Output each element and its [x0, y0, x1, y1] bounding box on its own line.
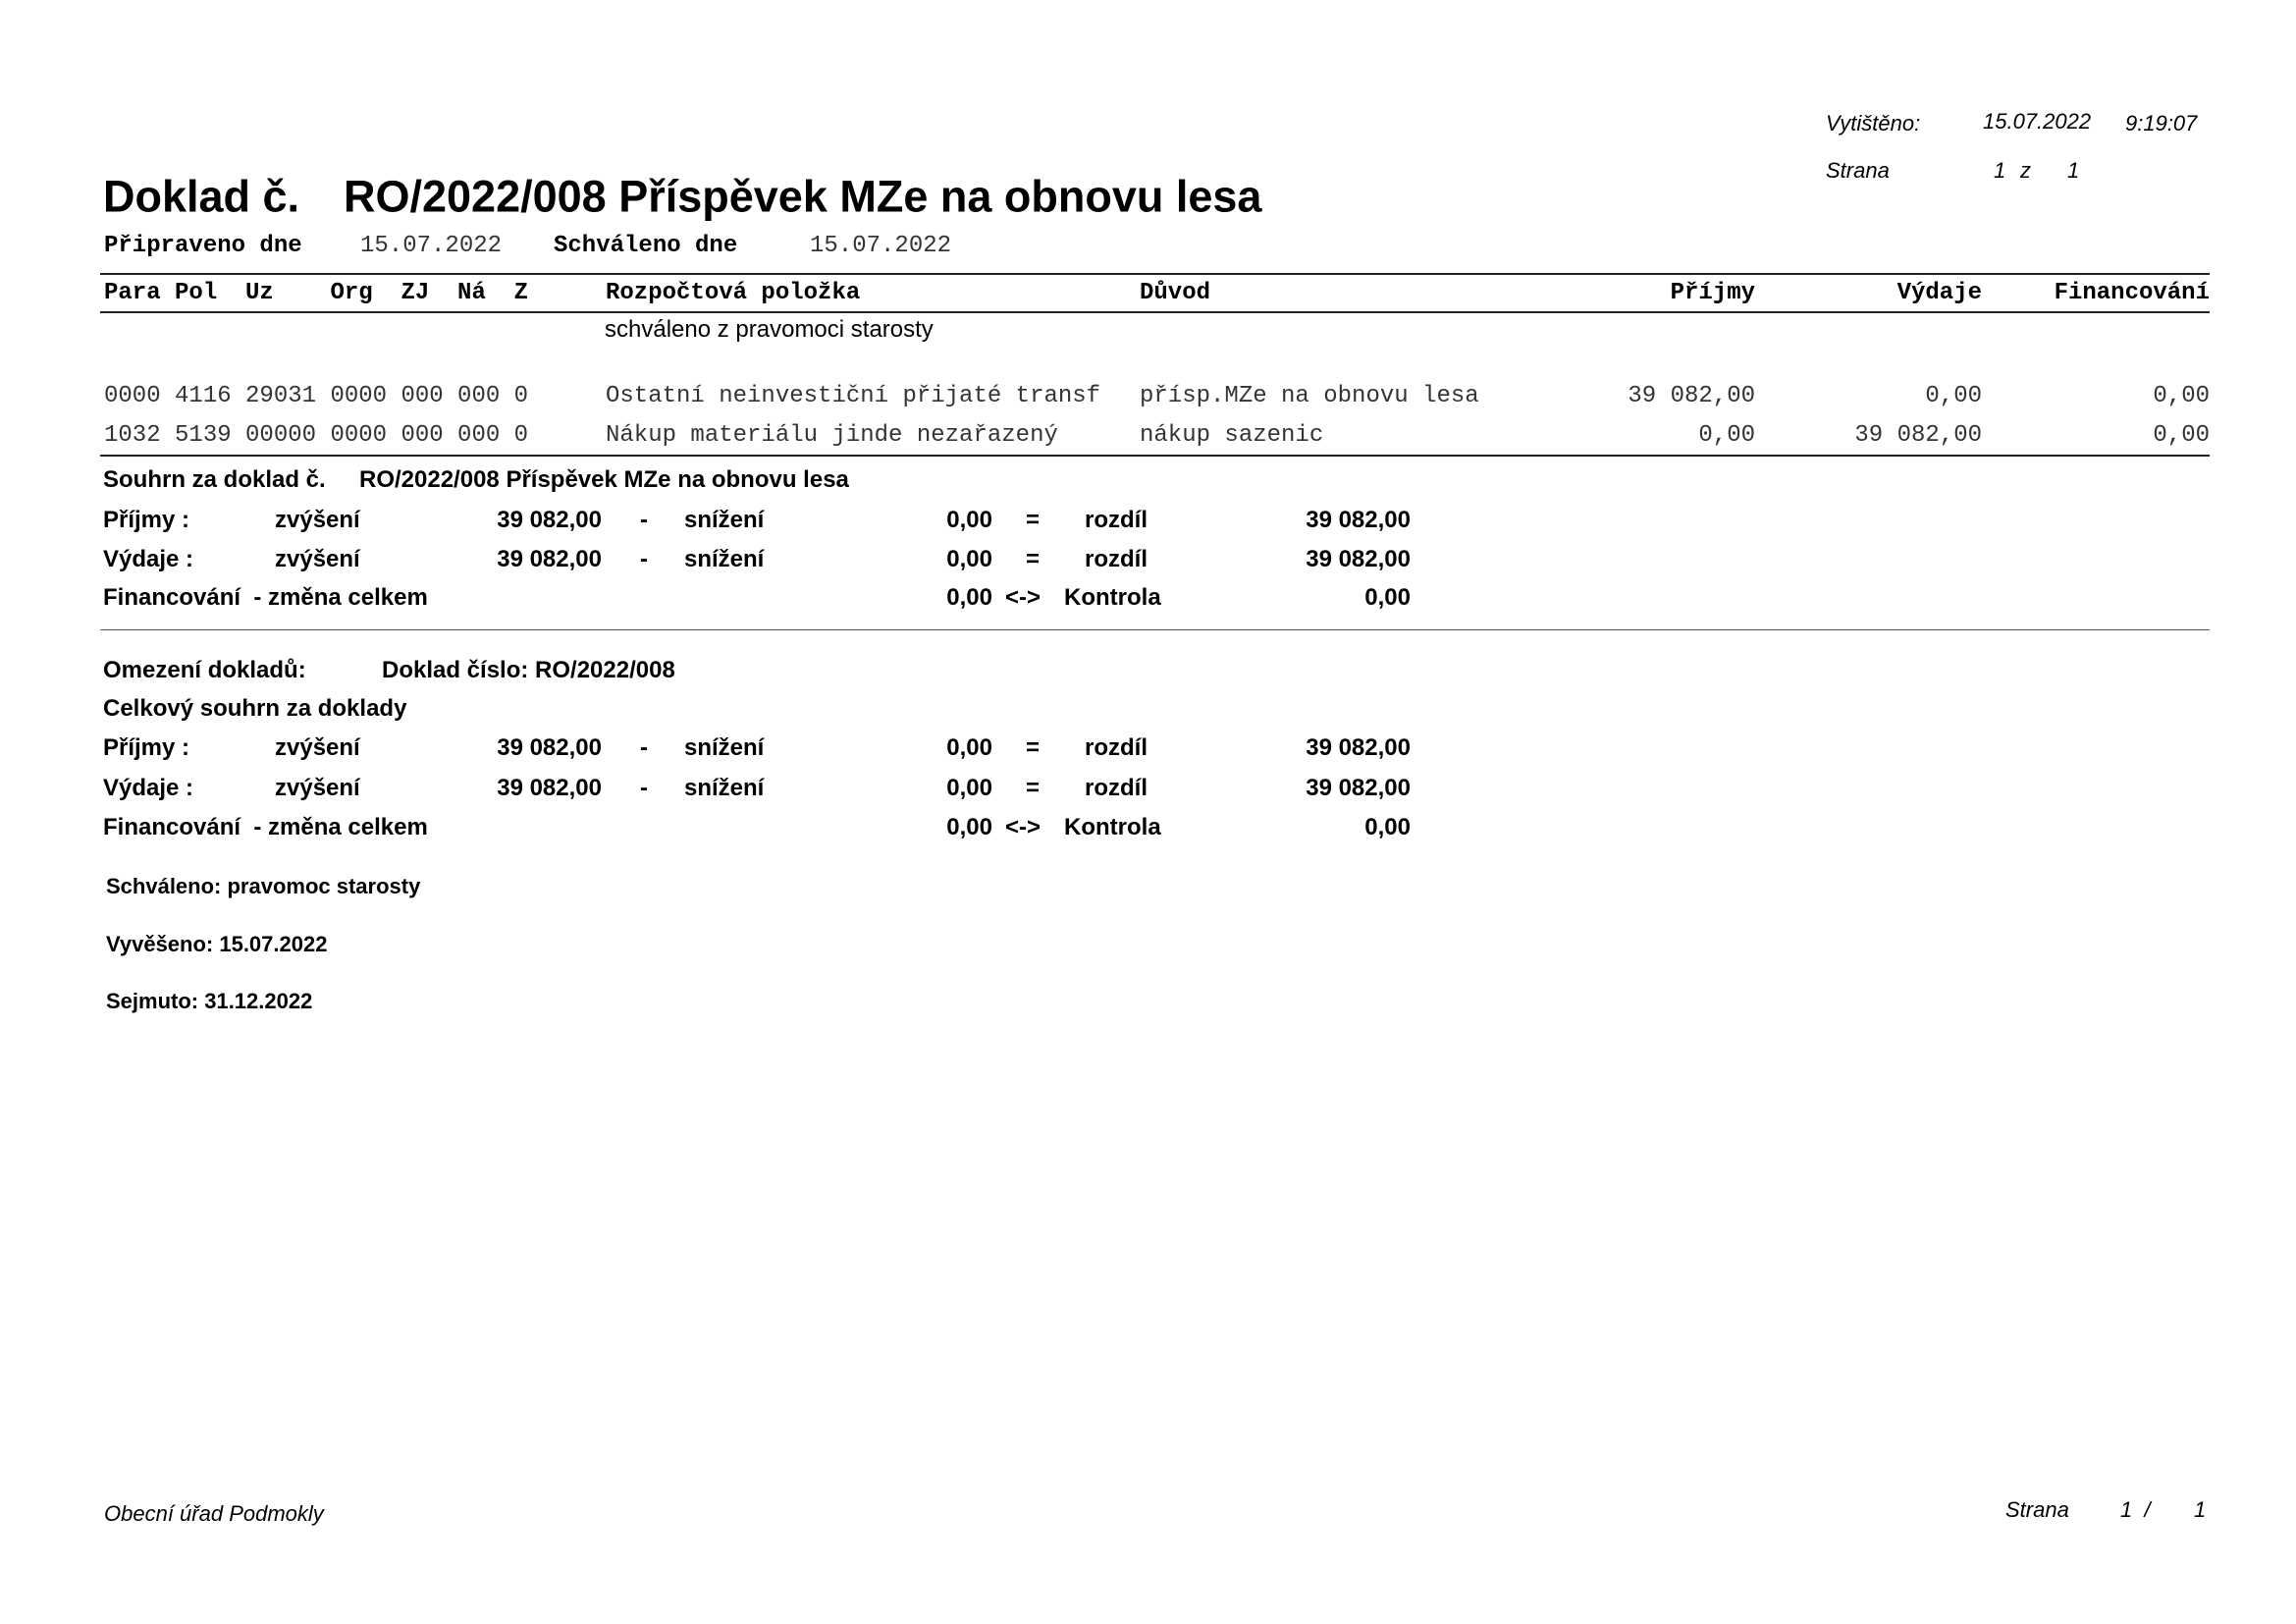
row-reason: nákup sazenic — [1140, 422, 1324, 449]
row-codes: 1032 5139 00000 0000 000 000 0 — [104, 422, 529, 449]
row-financing: 0,00 — [2153, 422, 2210, 449]
page-sep: z — [2020, 158, 2031, 183]
increase-label: zvýšení — [275, 775, 360, 801]
row-codes: 0000 4116 29031 0000 000 000 0 — [104, 383, 529, 409]
difference-label: rozdíl — [1085, 507, 1148, 533]
equals-sign: = — [1026, 775, 1041, 801]
increase-value: 39 082,00 — [497, 546, 602, 572]
document-note: schváleno z pravomoci starosty — [605, 316, 934, 343]
footer-page-label: Strana — [2005, 1497, 2069, 1522]
difference-label: rozdíl — [1085, 546, 1148, 572]
total-title: Celkový souhrn za doklady — [103, 695, 407, 722]
col-codes: Para Pol Uz Org ZJ Ná Z — [104, 280, 529, 306]
divider — [100, 273, 2210, 275]
check-label: Kontrola — [1064, 814, 1161, 840]
row-income: 39 082,00 — [1628, 383, 1755, 409]
col-income: Příjmy — [1670, 280, 1755, 306]
page-title: RO/2022/008 Příspěvek MZe na obnovu lesa — [344, 171, 1262, 222]
financing-label: Financování - změna celkem — [103, 584, 428, 611]
minus-sign: - — [640, 734, 648, 761]
prepared-date: 15.07.2022 — [360, 233, 503, 259]
page-current: 1 — [1994, 158, 2006, 183]
decrease-label: snížení — [684, 546, 765, 572]
restriction-value: Doklad číslo: RO/2022/008 — [382, 657, 675, 683]
decrease-value: 0,00 — [946, 775, 992, 801]
increase-value: 39 082,00 — [497, 775, 602, 801]
row-item: Ostatní neinvestiční přijaté transf — [606, 383, 1101, 409]
decrease-value: 0,00 — [946, 546, 992, 572]
row-financing: 0,00 — [2153, 383, 2210, 409]
note-approved: Schváleno: pravomoc starosty — [106, 874, 421, 898]
row-reason: přísp.MZe na obnovu lesa — [1140, 383, 1479, 409]
decrease-value: 0,00 — [946, 507, 992, 533]
summary-row-label: Příjmy : — [103, 507, 190, 533]
col-financing: Financování — [2054, 280, 2210, 306]
summary-title: RO/2022/008 Příspěvek MZe na obnovu lesa — [359, 466, 849, 493]
summary-row-label: Výdaje : — [103, 775, 194, 801]
equals-sign: = — [1026, 546, 1041, 572]
printed-date: 15.07.2022 — [1983, 109, 2092, 134]
approved-label: Schváleno dne — [554, 233, 738, 259]
summary-row-label: Příjmy : — [103, 734, 190, 761]
col-reason: Důvod — [1140, 280, 1211, 306]
difference-value: 39 082,00 — [1306, 734, 1411, 761]
page-total: 1 — [2067, 158, 2080, 183]
footer-page-total: 1 — [2194, 1497, 2207, 1522]
check-value: 0,00 — [1364, 584, 1411, 611]
divider — [100, 311, 2210, 313]
col-expense: Výdaje — [1896, 280, 1982, 306]
printed-time: 9:19:07 — [2125, 111, 2198, 135]
difference-label: rozdíl — [1085, 775, 1148, 801]
note-posted: Vyvěšeno: 15.07.2022 — [106, 932, 328, 956]
decrease-label: snížení — [684, 775, 765, 801]
row-income: 0,00 — [1698, 422, 1755, 449]
printed-label: Vytištěno: — [1826, 111, 1921, 135]
equals-sign: = — [1026, 734, 1041, 761]
difference-value: 39 082,00 — [1306, 507, 1411, 533]
difference-label: rozdíl — [1085, 734, 1148, 761]
compare-sign: <-> — [1005, 814, 1041, 840]
difference-value: 39 082,00 — [1306, 546, 1411, 572]
row-expense: 39 082,00 — [1854, 422, 1982, 449]
approved-date: 15.07.2022 — [810, 233, 952, 259]
summary-row-label: Výdaje : — [103, 546, 194, 572]
decrease-value: 0,00 — [946, 734, 992, 761]
increase-value: 39 082,00 — [497, 734, 602, 761]
summary-title-prefix: Souhrn za doklad č. — [103, 466, 326, 493]
decrease-label: snížení — [684, 507, 765, 533]
minus-sign: - — [640, 775, 648, 801]
footer-org: Obecní úřad Podmokly — [104, 1501, 324, 1526]
row-item: Nákup materiálu jinde nezařazený — [606, 422, 1058, 449]
increase-label: zvýšení — [275, 546, 360, 572]
divider — [100, 629, 2210, 630]
col-item: Rozpočtová položka — [606, 280, 861, 306]
difference-value: 39 082,00 — [1306, 775, 1411, 801]
check-label: Kontrola — [1064, 584, 1161, 611]
title-prefix: Doklad č. — [103, 171, 300, 222]
restriction-label: Omezení dokladů: — [103, 657, 306, 683]
decrease-label: snížení — [684, 734, 765, 761]
financing-value: 0,00 — [946, 584, 992, 611]
note-removed: Sejmuto: 31.12.2022 — [106, 989, 313, 1013]
increase-label: zvýšení — [275, 734, 360, 761]
equals-sign: = — [1026, 507, 1041, 533]
page-label: Strana — [1826, 158, 1890, 183]
footer-page-current: 1 / — [2120, 1497, 2151, 1522]
divider — [100, 455, 2210, 457]
prepared-label: Připraveno dne — [104, 233, 302, 259]
increase-label: zvýšení — [275, 507, 360, 533]
compare-sign: <-> — [1005, 584, 1041, 611]
check-value: 0,00 — [1364, 814, 1411, 840]
minus-sign: - — [640, 546, 648, 572]
row-expense: 0,00 — [1925, 383, 1982, 409]
financing-label: Financování - změna celkem — [103, 814, 428, 840]
minus-sign: - — [640, 507, 648, 533]
increase-value: 39 082,00 — [497, 507, 602, 533]
financing-value: 0,00 — [946, 814, 992, 840]
